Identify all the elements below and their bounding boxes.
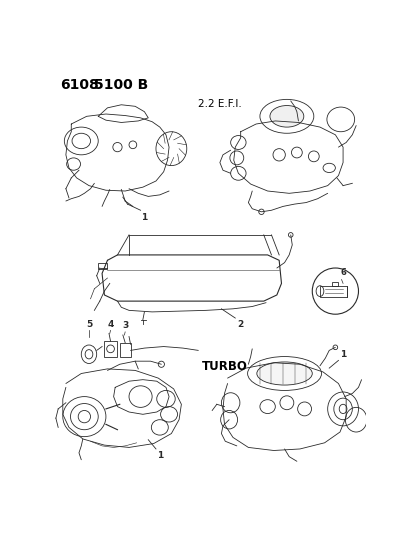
Bar [98,263,107,269]
Text: 4: 4 [107,320,114,329]
Text: 1: 1 [141,213,148,222]
Text: 1: 1 [340,350,346,359]
Text: 3: 3 [122,321,128,330]
Bar [332,282,338,286]
Text: 5: 5 [86,320,92,329]
Text: 5100 B: 5100 B [94,78,149,92]
Text: TURBO: TURBO [202,360,248,374]
Bar [120,343,131,357]
Bar [104,341,117,357]
Ellipse shape [270,106,304,127]
Text: 2: 2 [237,320,243,329]
Bar [320,286,347,296]
Text: 6: 6 [340,268,346,277]
Text: 6108: 6108 [60,78,98,92]
Text: 2.2 E.F.I.: 2.2 E.F.I. [198,99,242,109]
Text: 1: 1 [157,451,164,461]
Ellipse shape [257,362,312,385]
